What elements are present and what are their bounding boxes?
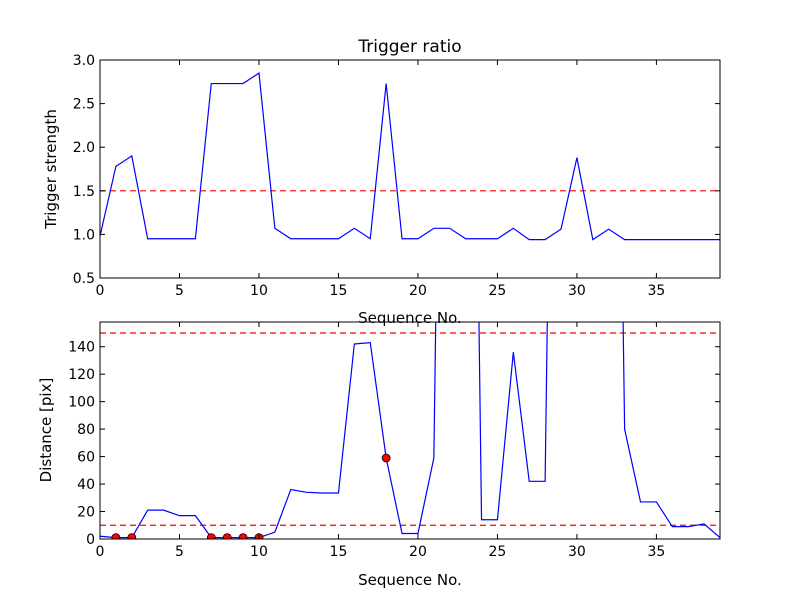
- distance-chart: 0 5 10 15 20 25 30 35 0 20 40 60 80 100 120 140 Sequenc…: [37, 321, 721, 589]
- x-tick-label: 0: [96, 283, 105, 299]
- x-tick-label: 20: [409, 283, 427, 299]
- axis-ticks: 0 5 10 15 20 25 30 35 0.5 1.0 1.5 2.0 2.5 3.0: [73, 53, 720, 299]
- data-marker: [127, 533, 137, 539]
- x-tick-label: 5: [175, 283, 184, 299]
- plot-area: [100, 72, 720, 241]
- y-tick-label: 2.0: [73, 140, 95, 156]
- data-marker: [222, 533, 232, 539]
- x-tick-label: 35: [647, 283, 665, 299]
- y-tick-label: 60: [77, 450, 95, 466]
- data-marker: [111, 533, 121, 539]
- axis-ticks: 0 5 10 15 20 25 30 35 0 20 40 60 80 100 120 140: [68, 322, 720, 560]
- x-tick-label: 10: [250, 544, 268, 560]
- x-tick-label: 5: [175, 544, 184, 560]
- y-tick-label: 3.0: [73, 53, 95, 69]
- x-tick-label: 10: [250, 283, 268, 299]
- y-tick-label: 1.5: [73, 184, 95, 200]
- x-tick-label: 30: [568, 283, 586, 299]
- data-marker: [238, 533, 248, 539]
- data-marker: [381, 453, 391, 463]
- y-tick-label: 140: [68, 340, 95, 356]
- data-marker: [206, 533, 216, 539]
- x-tick-label: 25: [489, 544, 507, 560]
- chart-title: Trigger ratio: [357, 37, 461, 57]
- y-axis-label: Trigger strength: [42, 109, 60, 230]
- y-tick-label: 0: [86, 532, 95, 548]
- trigger-ratio-chart: Trigger ratio 0 5 10 15 20 25 30 35 0.5 1.0 1.5 2.0…: [42, 37, 721, 327]
- y-tick-label: 80: [77, 422, 95, 438]
- y-tick-label: 1.0: [73, 227, 95, 243]
- axes-frame: [99, 59, 721, 279]
- x-tick-label: 15: [330, 283, 348, 299]
- series-line: [100, 72, 720, 241]
- x-axis-label: Sequence No.: [358, 571, 462, 589]
- x-tick-label: 15: [330, 544, 348, 560]
- plot-area: [100, 322, 720, 539]
- y-tick-label: 40: [77, 477, 95, 493]
- x-axis-label: Sequence No.: [358, 309, 462, 327]
- series-line: [100, 322, 720, 539]
- y-tick-label: 20: [77, 505, 95, 521]
- y-tick-label: 0.5: [73, 271, 95, 287]
- axes-frame: [99, 321, 721, 540]
- y-tick-label: 100: [68, 395, 95, 411]
- x-tick-label: 25: [489, 283, 507, 299]
- x-tick-label: 30: [568, 544, 586, 560]
- x-tick-label: 20: [409, 544, 427, 560]
- y-tick-label: 2.5: [73, 97, 95, 113]
- y-axis-label: Distance [pix]: [37, 378, 55, 483]
- y-tick-label: 120: [68, 367, 95, 383]
- x-tick-label: 35: [647, 544, 665, 560]
- x-tick-label: 0: [96, 544, 105, 560]
